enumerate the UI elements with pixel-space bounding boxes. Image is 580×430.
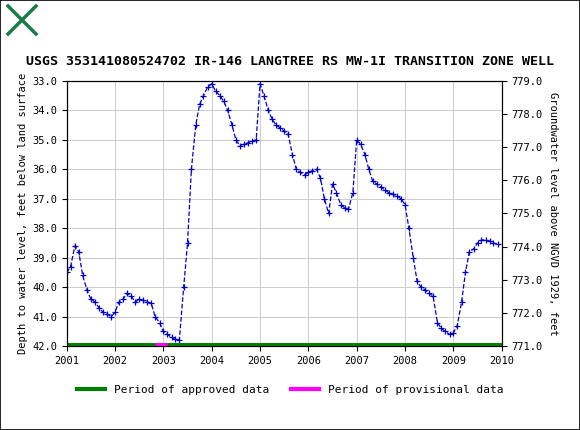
Text: USGS 353141080524702 IR-146 LANGTREE RS MW-1I TRANSITION ZONE WELL: USGS 353141080524702 IR-146 LANGTREE RS … [26,55,554,68]
Legend: Period of approved data, Period of provisional data: Period of approved data, Period of provi… [72,381,508,399]
Text: USGS: USGS [43,10,111,30]
Y-axis label: Depth to water level, feet below land surface: Depth to water level, feet below land su… [18,73,28,354]
Bar [6,4,38,36]
Y-axis label: Groundwater level above NGVD 1929, feet: Groundwater level above NGVD 1929, feet [548,92,558,335]
